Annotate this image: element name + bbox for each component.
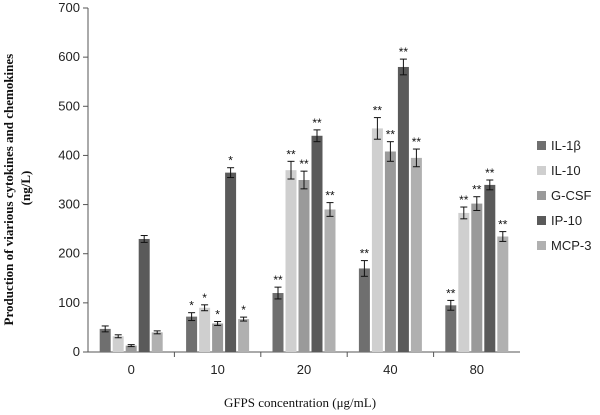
significance-label: **	[286, 147, 296, 161]
y-tick-label: 500	[58, 98, 80, 113]
y-tick-label: 200	[58, 246, 80, 261]
significance-label: *	[202, 291, 207, 305]
legend-swatch	[537, 216, 546, 225]
bar	[324, 209, 336, 352]
bar	[397, 66, 409, 352]
x-tick-label: 0	[128, 362, 135, 377]
significance-label: **	[273, 273, 283, 287]
bar	[186, 316, 198, 352]
bar	[471, 203, 483, 352]
significance-label: *	[228, 154, 233, 168]
bar	[384, 151, 396, 352]
significance-label: **	[472, 183, 482, 197]
plot-area: 01002003004005006007000*****10**********…	[58, 0, 520, 377]
x-axis-label: GFPS concentration (μg/mL)	[224, 395, 376, 410]
significance-label: *	[189, 299, 194, 313]
significance-label: *	[215, 308, 220, 322]
bar	[410, 157, 422, 352]
bar	[285, 170, 297, 352]
bar	[358, 268, 370, 352]
significance-label: **	[412, 135, 422, 149]
legend-label: IL-10	[551, 163, 581, 178]
bar	[212, 323, 224, 352]
significance-label: **	[446, 286, 456, 300]
bar	[112, 336, 124, 352]
bar	[151, 332, 163, 352]
bar	[272, 293, 284, 352]
bar	[484, 184, 496, 352]
y-tick-label: 600	[58, 49, 80, 64]
bar	[225, 172, 237, 352]
significance-label: **	[312, 116, 322, 130]
significance-label: **	[386, 128, 396, 142]
bar	[298, 180, 310, 352]
legend-swatch	[537, 166, 546, 175]
bar	[458, 212, 470, 352]
bar	[371, 128, 383, 352]
bar	[311, 135, 323, 352]
bar	[138, 238, 150, 352]
bar	[497, 236, 509, 352]
bar	[125, 345, 137, 352]
x-tick-label: 80	[470, 362, 484, 377]
legend-swatch	[537, 191, 546, 200]
legend-label: IL-1β	[551, 138, 581, 153]
significance-label: **	[498, 218, 508, 232]
y-tick-label: 100	[58, 295, 80, 310]
y-axis-label: Production of viarious cytokines and che…	[1, 51, 33, 326]
legend-label: G-CSF	[551, 188, 592, 203]
x-tick-label: 40	[383, 362, 397, 377]
bar	[445, 305, 457, 352]
significance-label: **	[399, 45, 409, 59]
significance-label: **	[360, 247, 370, 261]
legend-swatch	[537, 241, 546, 250]
significance-label: **	[459, 193, 469, 207]
significance-label: **	[299, 157, 309, 171]
legend-swatch	[537, 141, 546, 150]
legend-label: MCP-3	[551, 238, 591, 253]
bar	[199, 307, 211, 352]
x-tick-label: 10	[210, 362, 224, 377]
bar	[99, 328, 111, 352]
significance-label: **	[373, 104, 383, 118]
x-tick-label: 20	[297, 362, 311, 377]
significance-label: *	[241, 303, 246, 317]
significance-label: **	[325, 189, 335, 203]
y-tick-label: 700	[58, 0, 80, 15]
legend: IL-1β IL-10 G-CSF IP-10 MCP-3	[537, 138, 592, 253]
bar	[238, 319, 250, 352]
significance-label: **	[485, 166, 495, 180]
y-tick-label: 0	[73, 344, 80, 359]
y-tick-label: 400	[58, 147, 80, 162]
legend-label: IP-10	[551, 213, 582, 228]
y-tick-label: 300	[58, 197, 80, 212]
